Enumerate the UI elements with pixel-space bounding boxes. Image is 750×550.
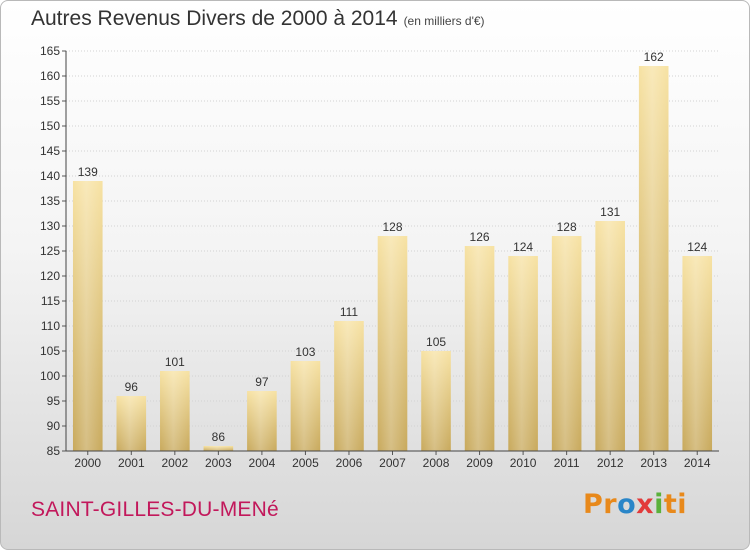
y-tick-label: 150 bbox=[40, 119, 60, 133]
data-label: 111 bbox=[340, 305, 359, 319]
commune-name: SAINT-GILLES-DU-MENé bbox=[31, 498, 279, 521]
data-label: 162 bbox=[644, 50, 664, 64]
bar-highlight bbox=[421, 351, 451, 451]
x-tick-label: 2002 bbox=[161, 456, 188, 470]
y-tick-label: 135 bbox=[40, 194, 60, 208]
x-tick-label: 2012 bbox=[597, 456, 624, 470]
bar-highlight bbox=[508, 256, 538, 451]
y-tick-label: 95 bbox=[47, 394, 61, 408]
y-tick-label: 165 bbox=[40, 44, 60, 58]
x-tick-label: 2014 bbox=[684, 456, 711, 470]
x-tick-label: 2009 bbox=[466, 456, 493, 470]
bar-highlight bbox=[551, 236, 582, 451]
data-label: 97 bbox=[255, 375, 269, 389]
x-tick-label: 2008 bbox=[423, 456, 450, 470]
chart-title-text: Autres Revenus Divers de 2000 à 2014 bbox=[31, 7, 398, 30]
x-tick-label: 2007 bbox=[379, 456, 406, 470]
bar-highlight bbox=[595, 221, 625, 451]
bar-highlight bbox=[247, 391, 277, 451]
bar-highlight bbox=[72, 181, 103, 451]
data-label: 131 bbox=[600, 205, 620, 219]
y-tick-label: 145 bbox=[40, 144, 60, 158]
x-tick-label: 2006 bbox=[336, 456, 363, 470]
data-label: 124 bbox=[687, 240, 707, 254]
y-tick-label: 110 bbox=[41, 319, 60, 333]
y-tick-label: 90 bbox=[47, 419, 61, 433]
x-tick-label: 2011 bbox=[554, 456, 580, 470]
chart-subtitle: (en milliers d'€) bbox=[403, 14, 485, 28]
brand-logo-part: x bbox=[636, 489, 655, 520]
y-tick-label: 115 bbox=[41, 294, 60, 308]
x-tick-label: 2005 bbox=[292, 456, 319, 470]
data-label: 128 bbox=[557, 220, 577, 234]
y-tick-label: 120 bbox=[40, 269, 60, 283]
x-tick-label: 2003 bbox=[205, 456, 232, 470]
bar-highlight bbox=[160, 371, 190, 451]
brand-logo: Proxiti bbox=[583, 489, 687, 520]
y-tick-label: 155 bbox=[40, 94, 60, 108]
y-tick-label: 100 bbox=[40, 369, 60, 383]
bars bbox=[72, 66, 713, 451]
data-label: 96 bbox=[125, 380, 139, 394]
x-tick-label: 2013 bbox=[640, 456, 667, 470]
x-tick-label: 2001 bbox=[118, 456, 145, 470]
data-label: 128 bbox=[382, 220, 402, 234]
data-label: 103 bbox=[295, 345, 315, 359]
bar-highlight bbox=[638, 66, 669, 451]
data-label: 124 bbox=[513, 240, 533, 254]
x-tick-label: 2000 bbox=[74, 456, 101, 470]
y-tick-label: 140 bbox=[40, 169, 60, 183]
data-label: 139 bbox=[78, 165, 98, 179]
data-label: 86 bbox=[212, 430, 226, 444]
x-tick-label: 2004 bbox=[249, 456, 276, 470]
bar-highlight bbox=[682, 256, 713, 451]
y-tick-label: 160 bbox=[40, 69, 60, 83]
data-labels: 139 96 101 86 97 103 111 128 105 126 124 128 131 162 1… bbox=[78, 50, 708, 444]
bar-highlight bbox=[290, 361, 321, 451]
brand-logo-part: ti bbox=[663, 489, 688, 520]
data-label: 126 bbox=[470, 230, 490, 244]
data-label: 105 bbox=[426, 335, 446, 349]
brand-logo-part: i bbox=[654, 489, 664, 520]
y-tick-label: 125 bbox=[40, 244, 60, 258]
bar-highlight bbox=[464, 246, 495, 451]
y-tick-label: 130 bbox=[40, 219, 60, 233]
data-label: 101 bbox=[165, 355, 185, 369]
chart-title: Autres Revenus Divers de 2000 à 2014 (en … bbox=[31, 7, 485, 31]
bar-highlight bbox=[203, 446, 234, 451]
bar-highlight bbox=[116, 396, 147, 451]
y-tick-label: 85 bbox=[47, 444, 61, 458]
bar-highlight bbox=[377, 236, 408, 451]
y-tick-label: 105 bbox=[40, 344, 60, 358]
brand-logo-part: Pr bbox=[583, 489, 618, 520]
x-tick-label: 2010 bbox=[510, 456, 537, 470]
brand-logo-part: o bbox=[617, 489, 637, 520]
bar-highlight bbox=[334, 321, 364, 451]
axes: 85 90 95 100 105 110 115 120 125 130 135 140 145 150 1… bbox=[40, 44, 719, 470]
